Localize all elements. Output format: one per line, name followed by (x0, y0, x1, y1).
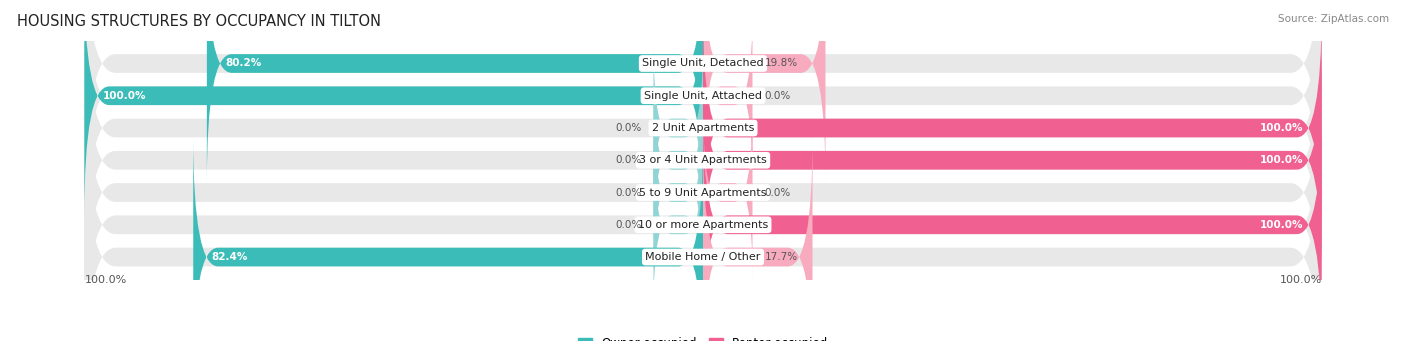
Text: 0.0%: 0.0% (614, 220, 641, 230)
Text: 2 Unit Apartments: 2 Unit Apartments (652, 123, 754, 133)
Text: 100.0%: 100.0% (1279, 275, 1322, 285)
FancyBboxPatch shape (84, 0, 1322, 248)
FancyBboxPatch shape (703, 8, 1322, 248)
Text: 100.0%: 100.0% (84, 275, 127, 285)
Text: 5 to 9 Unit Apartments: 5 to 9 Unit Apartments (640, 188, 766, 197)
Legend: Owner-occupied, Renter-occupied: Owner-occupied, Renter-occupied (578, 337, 828, 341)
Text: Source: ZipAtlas.com: Source: ZipAtlas.com (1278, 14, 1389, 24)
FancyBboxPatch shape (84, 8, 1322, 312)
FancyBboxPatch shape (654, 105, 703, 280)
Text: 0.0%: 0.0% (765, 188, 792, 197)
FancyBboxPatch shape (654, 41, 703, 216)
Text: 0.0%: 0.0% (614, 155, 641, 165)
FancyBboxPatch shape (703, 137, 813, 341)
FancyBboxPatch shape (84, 0, 1322, 280)
FancyBboxPatch shape (703, 41, 1322, 280)
Text: HOUSING STRUCTURES BY OCCUPANCY IN TILTON: HOUSING STRUCTURES BY OCCUPANCY IN TILTO… (17, 14, 381, 29)
Text: 100.0%: 100.0% (1260, 155, 1303, 165)
FancyBboxPatch shape (703, 0, 825, 183)
Text: 80.2%: 80.2% (225, 59, 262, 69)
Text: 0.0%: 0.0% (765, 91, 792, 101)
FancyBboxPatch shape (654, 137, 703, 312)
Text: Single Unit, Attached: Single Unit, Attached (644, 91, 762, 101)
Text: 100.0%: 100.0% (103, 91, 146, 101)
FancyBboxPatch shape (193, 137, 703, 341)
FancyBboxPatch shape (84, 41, 1322, 341)
Text: 3 or 4 Unit Apartments: 3 or 4 Unit Apartments (640, 155, 766, 165)
FancyBboxPatch shape (84, 105, 1322, 341)
FancyBboxPatch shape (703, 105, 752, 280)
FancyBboxPatch shape (654, 73, 703, 248)
Text: 10 or more Apartments: 10 or more Apartments (638, 220, 768, 230)
FancyBboxPatch shape (703, 8, 752, 183)
Text: 82.4%: 82.4% (212, 252, 249, 262)
Text: 0.0%: 0.0% (614, 123, 641, 133)
FancyBboxPatch shape (84, 0, 703, 216)
FancyBboxPatch shape (84, 73, 1322, 341)
Text: Mobile Home / Other: Mobile Home / Other (645, 252, 761, 262)
Text: 100.0%: 100.0% (1260, 123, 1303, 133)
Text: Single Unit, Detached: Single Unit, Detached (643, 59, 763, 69)
Text: 17.7%: 17.7% (765, 252, 799, 262)
FancyBboxPatch shape (207, 0, 703, 183)
Text: 19.8%: 19.8% (765, 59, 799, 69)
Text: 0.0%: 0.0% (614, 188, 641, 197)
FancyBboxPatch shape (84, 0, 1322, 216)
Text: 100.0%: 100.0% (1260, 220, 1303, 230)
FancyBboxPatch shape (703, 105, 1322, 341)
